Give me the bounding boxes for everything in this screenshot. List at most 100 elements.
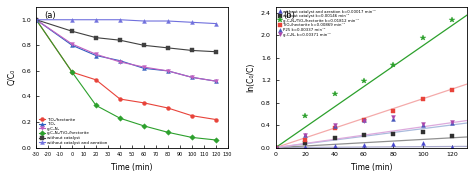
- P25 k=0.00337 min⁻¹: [302, 134, 308, 136]
- TiO₂: [165, 70, 171, 72]
- TiO₂: [93, 54, 99, 57]
- without catalyst and aeration k=0.00017 min⁻¹: [361, 144, 367, 146]
- Line: without catalyst: without catalyst: [34, 18, 218, 54]
- g-C₃N₄/TiO₂/hectorite k=0.01812 min⁻¹: [273, 147, 279, 149]
- TiO₂/hectorite: [117, 98, 123, 100]
- without catalyst and aeration k=0.00017 min⁻¹: [449, 146, 455, 148]
- TiO₂: [189, 76, 195, 78]
- g-C₃N₄/TiO₂/hectorite: [189, 136, 195, 139]
- Line: TiO₂/hectorite k=0.00869 min⁻¹: TiO₂/hectorite k=0.00869 min⁻¹: [273, 88, 454, 150]
- TiO₂/hectorite k=0.00869 min⁻¹: [391, 110, 396, 112]
- P25 k=0.00337 min⁻¹: [420, 124, 426, 126]
- g-C₃N₄ k=0.00371 min⁻¹: [273, 147, 279, 149]
- g-C₃N₄: [165, 70, 171, 72]
- without catalyst: [93, 37, 99, 39]
- Text: (a): (a): [44, 11, 55, 20]
- g-C₃N₄: [33, 19, 39, 21]
- P25 k=0.00337 min⁻¹: [391, 118, 396, 120]
- g-C₃N₄/TiO₂/hectorite: [93, 104, 99, 107]
- Legend: without catalyst and aeration k=0.00017 min⁻¹, without catalyst k=0.00146 min⁻¹,: without catalyst and aeration k=0.00017 …: [278, 9, 376, 37]
- Line: without catalyst and aeration: without catalyst and aeration: [34, 18, 218, 26]
- without catalyst: [117, 39, 123, 41]
- without catalyst and aeration: [189, 21, 195, 23]
- g-C₃N₄: [213, 80, 219, 82]
- Line: TiO₂/hectorite: TiO₂/hectorite: [34, 18, 218, 121]
- g-C₃N₄: [117, 61, 123, 63]
- P25 k=0.00337 min⁻¹: [361, 118, 367, 121]
- P25 k=0.00337 min⁻¹: [273, 147, 279, 149]
- TiO₂: [33, 19, 39, 21]
- Line: g-C₃N₄: g-C₃N₄: [34, 18, 218, 83]
- TiO₂/hectorite: [189, 115, 195, 117]
- TiO₂/hectorite: [165, 107, 171, 109]
- Line: g-C₃N₄ k=0.00371 min⁻¹: g-C₃N₄ k=0.00371 min⁻¹: [273, 115, 454, 150]
- g-C₃N₄/TiO₂/hectorite: [213, 139, 219, 141]
- X-axis label: Time (min): Time (min): [351, 163, 392, 172]
- TiO₂/hectorite k=0.00869 min⁻¹: [420, 98, 426, 100]
- TiO₂: [141, 67, 147, 69]
- g-C₃N₄/TiO₂/hectorite: [33, 19, 39, 21]
- TiO₂: [117, 60, 123, 62]
- without catalyst: [69, 30, 75, 32]
- Legend: TiO₂/hectorite, TiO₂, g-C₃N₄, g-C₃N₄/TiO₂/hectorite, without catalyst, without c: TiO₂/hectorite, TiO₂, g-C₃N₄, g-C₃N₄/TiO…: [38, 117, 108, 146]
- without catalyst and aeration: [69, 19, 75, 21]
- without catalyst and aeration: [213, 23, 219, 25]
- without catalyst and aeration: [93, 19, 99, 21]
- g-C₃N₄ k=0.00371 min⁻¹: [420, 123, 426, 125]
- g-C₃N₄: [69, 43, 75, 45]
- TiO₂/hectorite k=0.00869 min⁻¹: [273, 147, 279, 149]
- TiO₂: [213, 80, 219, 82]
- without catalyst: [213, 51, 219, 53]
- without catalyst and aeration: [33, 19, 39, 21]
- TiO₂: [69, 44, 75, 46]
- without catalyst k=0.00146 min⁻¹: [361, 134, 367, 136]
- TiO₂/hectorite k=0.00869 min⁻¹: [332, 127, 337, 129]
- g-C₃N₄ k=0.00371 min⁻¹: [332, 124, 337, 126]
- Text: (b): (b): [283, 11, 295, 20]
- Y-axis label: ln(C₀/C): ln(C₀/C): [246, 63, 255, 92]
- without catalyst k=0.00146 min⁻¹: [449, 135, 455, 137]
- g-C₃N₄/TiO₂/hectorite k=0.01812 min⁻¹: [449, 19, 455, 21]
- without catalyst and aeration k=0.00017 min⁻¹: [302, 146, 308, 148]
- without catalyst: [189, 49, 195, 52]
- Line: without catalyst and aeration k=0.00017 min⁻¹: without catalyst and aeration k=0.00017 …: [273, 141, 454, 150]
- g-C₃N₄ k=0.00371 min⁻¹: [361, 120, 367, 122]
- TiO₂/hectorite: [213, 118, 219, 121]
- g-C₃N₄/TiO₂/hectorite: [69, 71, 75, 73]
- without catalyst: [141, 44, 147, 46]
- without catalyst: [165, 47, 171, 49]
- TiO₂/hectorite k=0.00869 min⁻¹: [361, 118, 367, 121]
- TiO₂/hectorite: [33, 19, 39, 21]
- g-C₃N₄/TiO₂/hectorite k=0.01812 min⁻¹: [420, 37, 426, 39]
- TiO₂/hectorite: [141, 102, 147, 104]
- g-C₃N₄ k=0.00371 min⁻¹: [391, 116, 396, 118]
- X-axis label: Time (min): Time (min): [111, 163, 153, 172]
- g-C₃N₄/TiO₂/hectorite: [141, 125, 147, 127]
- g-C₃N₄/TiO₂/hectorite k=0.01812 min⁻¹: [302, 115, 308, 117]
- without catalyst k=0.00146 min⁻¹: [332, 137, 337, 139]
- without catalyst and aeration k=0.00017 min⁻¹: [273, 147, 279, 149]
- g-C₃N₄ k=0.00371 min⁻¹: [302, 134, 308, 136]
- g-C₃N₄/TiO₂/hectorite k=0.01812 min⁻¹: [391, 64, 396, 66]
- without catalyst and aeration k=0.00017 min⁻¹: [332, 145, 337, 147]
- without catalyst and aeration k=0.00017 min⁻¹: [391, 143, 396, 145]
- Y-axis label: C/C₀: C/C₀: [7, 69, 16, 85]
- Line: without catalyst k=0.00146 min⁻¹: without catalyst k=0.00146 min⁻¹: [273, 130, 454, 150]
- g-C₃N₄: [93, 53, 99, 55]
- without catalyst k=0.00146 min⁻¹: [420, 131, 426, 134]
- without catalyst k=0.00146 min⁻¹: [391, 133, 396, 135]
- without catalyst k=0.00146 min⁻¹: [273, 147, 279, 149]
- g-C₃N₄: [141, 66, 147, 68]
- without catalyst and aeration: [117, 19, 123, 21]
- P25 k=0.00337 min⁻¹: [332, 125, 337, 127]
- g-C₃N₄/TiO₂/hectorite: [117, 117, 123, 119]
- TiO₂/hectorite: [69, 71, 75, 73]
- TiO₂/hectorite: [93, 79, 99, 81]
- g-C₃N₄/TiO₂/hectorite k=0.01812 min⁻¹: [361, 80, 367, 82]
- g-C₃N₄/TiO₂/hectorite k=0.01812 min⁻¹: [332, 93, 337, 95]
- Line: TiO₂: TiO₂: [34, 18, 218, 83]
- without catalyst k=0.00146 min⁻¹: [302, 142, 308, 144]
- g-C₃N₄: [189, 76, 195, 78]
- g-C₃N₄ k=0.00371 min⁻¹: [449, 121, 455, 123]
- without catalyst and aeration: [141, 20, 147, 22]
